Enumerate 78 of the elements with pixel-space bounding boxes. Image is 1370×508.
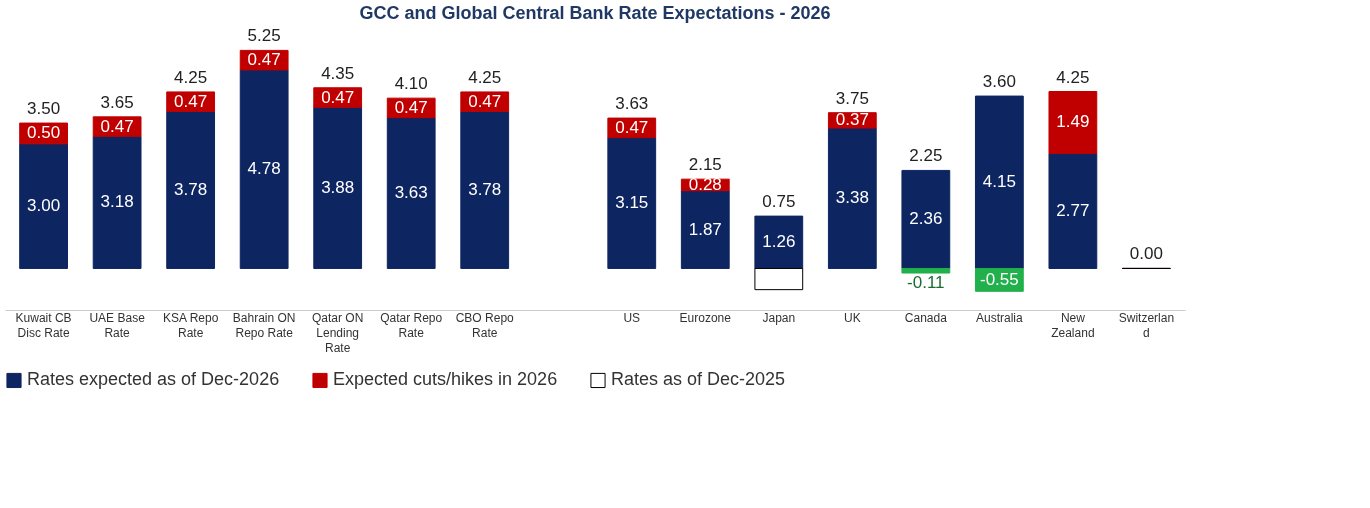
total-label: 4.25 — [1056, 67, 1090, 87]
data-label: 3.00 — [27, 196, 61, 216]
bar — [974, 95, 1024, 269]
total-label: 4.25 — [468, 67, 502, 87]
x-tick-label: UAE Base Rate — [89, 310, 146, 340]
data-label: 1.49 — [1056, 112, 1090, 132]
bar — [460, 110, 510, 269]
bar — [386, 117, 436, 269]
data-label: 0.47 — [468, 91, 502, 111]
total-label: 4.25 — [174, 67, 208, 87]
data-label: 3.78 — [468, 179, 502, 199]
x-tick-label: Kuwait CB Disc Rate — [15, 310, 72, 340]
bar — [313, 106, 363, 269]
total-label: 3.65 — [100, 92, 134, 112]
data-label: 0.47 — [174, 91, 208, 111]
data-label: 3.15 — [615, 193, 649, 213]
legend-label: Expected cuts/hikes in 2026 — [333, 369, 558, 390]
legend-label: Rates as of Dec-2025 — [611, 369, 786, 390]
bar — [166, 110, 216, 269]
x-tick-label: Japan — [762, 310, 796, 325]
x-tick-label: New Zealand — [1051, 310, 1095, 340]
total-label: 3.75 — [835, 88, 869, 108]
data-label: 0.47 — [100, 116, 134, 136]
legend-label: Rates expected as of Dec-2026 — [27, 369, 280, 390]
total-label: 3.50 — [27, 99, 61, 119]
data-label: 3.78 — [174, 179, 208, 199]
data-label: 3.38 — [835, 188, 869, 208]
bar — [901, 267, 951, 274]
data-label: -0.55 — [979, 269, 1019, 289]
total-label: 0.75 — [762, 192, 796, 212]
bar — [754, 267, 804, 291]
x-tick-label: Eurozone — [679, 310, 732, 325]
total-label: 3.63 — [615, 94, 649, 114]
data-label: 1.26 — [762, 232, 796, 252]
data-label: 0.47 — [394, 97, 428, 117]
data-label: 1.87 — [688, 219, 722, 239]
data-label: 0.37 — [835, 110, 869, 130]
bar — [1048, 152, 1098, 269]
x-tick-label: Qatar ON Lending Rate — [312, 310, 364, 355]
x-tick-label: CBO Repo Rate — [455, 310, 515, 340]
bar — [607, 137, 657, 269]
x-tick-label: UK — [843, 310, 861, 325]
total-label: 2.15 — [688, 155, 722, 175]
data-label: 0.47 — [247, 50, 281, 70]
x-tick-label: Canada — [904, 310, 948, 325]
bar — [19, 143, 68, 269]
x-tick-label: KSA Repo Rate — [162, 310, 219, 340]
total-label: 0.00 — [1129, 244, 1163, 264]
x-tick-label: Qatar Repo Rate — [380, 310, 443, 340]
bar — [901, 169, 951, 269]
total-label: 2.25 — [909, 146, 943, 166]
data-label: 3.88 — [321, 177, 355, 197]
total-label: 3.60 — [982, 72, 1016, 92]
data-label: 2.77 — [1056, 200, 1090, 220]
data-label: 2.36 — [909, 209, 943, 229]
bar — [680, 190, 730, 269]
total-label: 4.35 — [321, 63, 355, 83]
x-tick-label: Bahrain ON Repo Rate — [232, 310, 296, 340]
total-label: 5.25 — [247, 26, 281, 46]
data-label: 4.78 — [247, 159, 281, 179]
bar — [754, 215, 804, 269]
data-label: 0.28 — [688, 174, 722, 194]
x-tick-label: US — [623, 310, 641, 325]
data-label: 0.47 — [615, 117, 649, 137]
chart-title: GCC and Global Central Bank Rate Expectations - 2026 — [359, 3, 831, 24]
bar — [1048, 91, 1098, 154]
bar — [92, 135, 142, 269]
x-tick-label: Australia — [976, 310, 1024, 325]
total-label: 4.10 — [394, 74, 428, 94]
data-label: 0.47 — [321, 87, 355, 107]
bar — [827, 127, 877, 269]
data-label: 0.50 — [27, 123, 61, 143]
bar — [239, 69, 289, 269]
data-label: 4.15 — [982, 172, 1016, 192]
data-label: -0.11 — [907, 273, 945, 293]
x-tick-label: Switzerland — [1118, 310, 1175, 340]
data-label: 3.63 — [394, 183, 428, 203]
data-label: 3.18 — [100, 192, 134, 212]
